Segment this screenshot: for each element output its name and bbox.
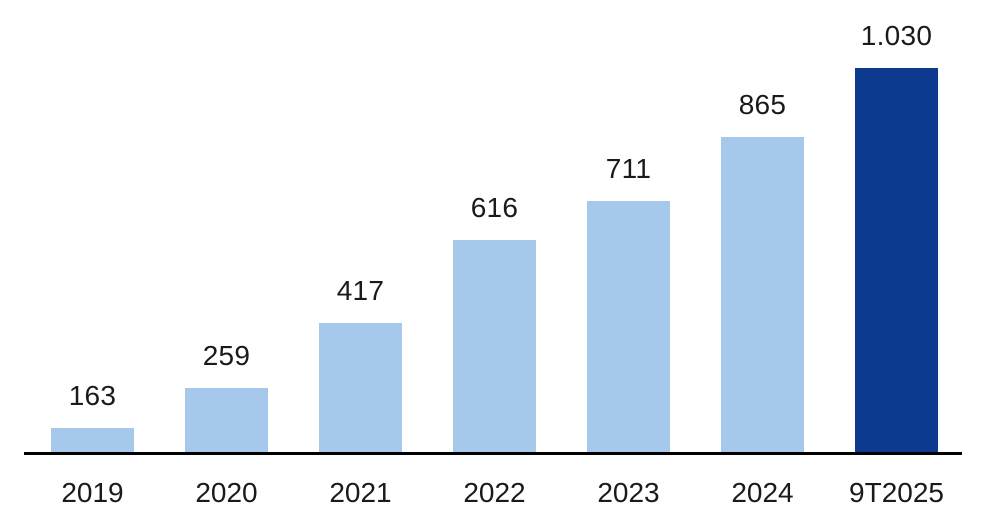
bar-2019	[51, 428, 134, 455]
bar-column: 417	[294, 274, 428, 455]
axis-label-2024: 2024	[731, 477, 794, 508]
axis-label-2023: 2023	[597, 477, 660, 508]
bar-2020	[185, 388, 268, 455]
axis-label-2021: 2021	[329, 477, 392, 508]
bar-value-label: 259	[202, 340, 251, 371]
bar-column: 163	[26, 379, 160, 455]
bar-column: 259	[160, 339, 294, 455]
bar-2021	[319, 323, 402, 455]
x-axis-line	[24, 452, 962, 455]
bar-column: 865	[696, 88, 830, 455]
bar-value-label: 616	[470, 192, 519, 223]
bar-value-label: 865	[738, 89, 787, 120]
axis-label-9t2025: 9T2025	[849, 477, 944, 508]
bar-2023	[587, 201, 670, 455]
bar-2022	[453, 240, 536, 455]
axis-label-2019: 2019	[61, 477, 124, 508]
bar-2024	[721, 137, 804, 455]
bar-column: 711	[562, 152, 696, 455]
axis-label-2022: 2022	[463, 477, 526, 508]
bar-value-label: 1.030	[860, 20, 933, 51]
bar-column: 1.030	[830, 19, 964, 455]
bar-9t2025	[855, 68, 938, 455]
bar-value-label: 163	[68, 380, 117, 411]
bar-column: 616	[428, 191, 562, 455]
bar-value-label: 711	[605, 153, 652, 184]
axis-label-2020: 2020	[195, 477, 258, 508]
bar-value-label: 417	[336, 275, 385, 306]
